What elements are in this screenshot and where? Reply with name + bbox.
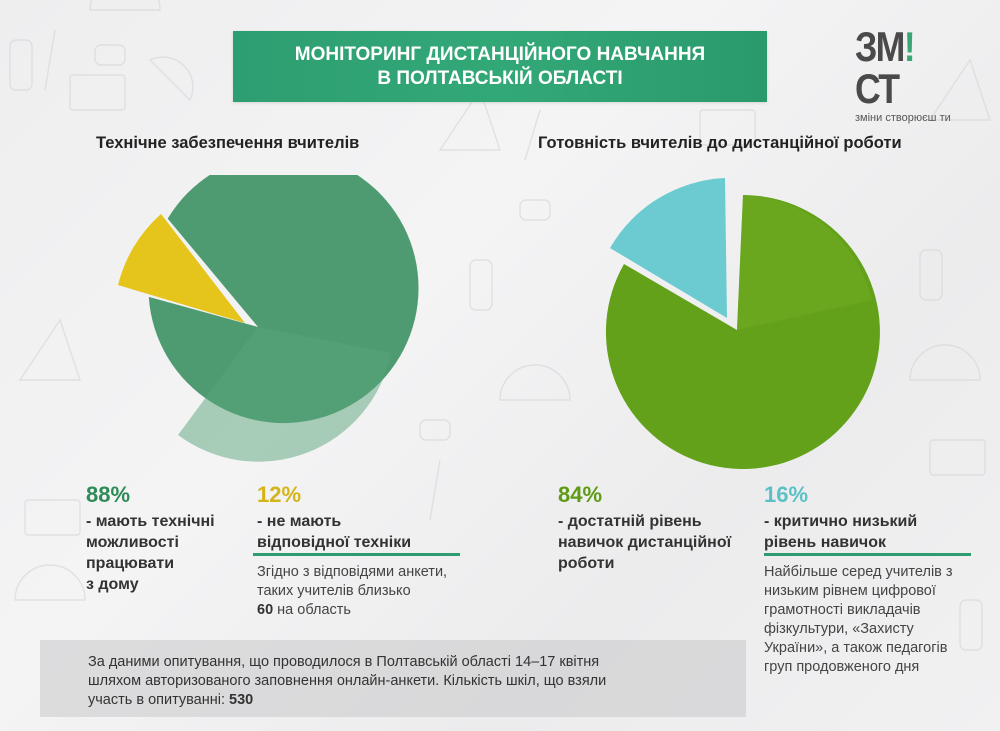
stat-16-percent: 16% <box>764 482 809 507</box>
header-title-line2: В ПОЛТАВСЬКІЙ ОБЛАСТІ <box>377 67 623 89</box>
desc-line: - критично низький <box>764 513 918 530</box>
pie-slice-12-percent <box>118 214 245 323</box>
logo-exclamation: ! <box>903 23 916 70</box>
desc-line: можливості <box>86 534 179 551</box>
footer-line: шляхом авторизованого заповнення онлайн-… <box>88 673 607 689</box>
divider-rule-left <box>253 553 460 556</box>
schools-count: 530 <box>229 692 254 708</box>
stat-84-percent: 84% <box>558 482 603 507</box>
note-left: Згідно з відповідями анкети, таких учите… <box>257 563 447 620</box>
logo-part1: ЗМ <box>855 23 905 70</box>
right-section-title: Готовність вчителів до дистанційної робо… <box>538 134 902 152</box>
desc-line: рівень навичок <box>764 534 886 551</box>
note-tail: на область <box>273 602 351 618</box>
header-title-line1: МОНІТОРИНГ ДИСТАНЦІЙНОГО НАВЧАННЯ <box>294 43 706 65</box>
header-title-banner: МОНІТОРИНГ ДИСТАНЦІЙНОГО НАВЧАННЯ В ПОЛТ… <box>233 31 767 102</box>
note-line: Згідно з відповідями анкети, <box>257 564 448 580</box>
note-line: таких учителів близько <box>257 583 411 599</box>
logo-wordmark: ЗМ!СТ <box>855 26 957 110</box>
note-line: України», а також педагогів <box>764 640 948 656</box>
footer-line: участь в опитуванні: 530 <box>88 691 708 710</box>
stat-12-percent: 12% <box>257 482 302 507</box>
pie-slice-84-shade <box>737 195 872 330</box>
desc-line: - достатній рівень <box>558 513 702 530</box>
note-line: грамотності викладачів <box>764 602 921 618</box>
teachers-count: 60 <box>257 602 274 618</box>
pie-chart-teacher-readiness <box>605 178 880 470</box>
desc-line: - мають технічні <box>86 513 215 530</box>
left-section-title: Технічне забезпечення вчителів <box>96 134 360 152</box>
logo-tagline: зміни створюєш ти <box>855 112 951 124</box>
desc-line: навичок дистанційної <box>558 534 732 551</box>
stat-12-description: - не мають відповідної техніки <box>257 511 411 553</box>
note-line: низьким рівнем цифрової <box>764 583 936 599</box>
stat-16-description: - критично низький рівень навичок <box>764 511 917 553</box>
pie-slice-88-shade <box>178 327 391 462</box>
stat-88-percent: 88% <box>86 482 131 507</box>
note-line: 60 на область <box>257 601 447 620</box>
desc-line: - не мають <box>257 513 342 530</box>
divider-rule-right <box>764 553 971 556</box>
note-line: Найбільше серед учителів з <box>764 564 953 580</box>
zmist-logo: ЗМ!СТ зміни створюєш ти <box>855 26 975 125</box>
pie-slice-16-percent <box>610 178 727 318</box>
logo-part2: СТ <box>855 65 900 112</box>
footer-line: За даними опитування, що проводилося в П… <box>88 654 600 670</box>
survey-footer: За даними опитування, що проводилося в П… <box>40 640 746 717</box>
stat-84-description: - достатній рівень навичок дистанційної … <box>558 511 731 574</box>
note-line: груп продовженого дня <box>764 659 920 675</box>
note-right: Найбільше серед учителів з низьким рівне… <box>764 563 953 677</box>
pie-chart-technical-equipment <box>118 175 419 462</box>
desc-line: з дому <box>86 576 139 593</box>
desc-line: відповідної техніки <box>257 534 412 551</box>
desc-line: працювати <box>86 555 175 572</box>
stat-88-description: - мають технічні можливості працювати з … <box>86 511 215 595</box>
footer-prefix: участь в опитуванні: <box>88 692 230 708</box>
note-line: фізкультури, «Захисту <box>764 621 914 637</box>
survey-footer-text: За даними опитування, що проводилося в П… <box>88 653 708 710</box>
desc-line: роботи <box>558 555 615 572</box>
